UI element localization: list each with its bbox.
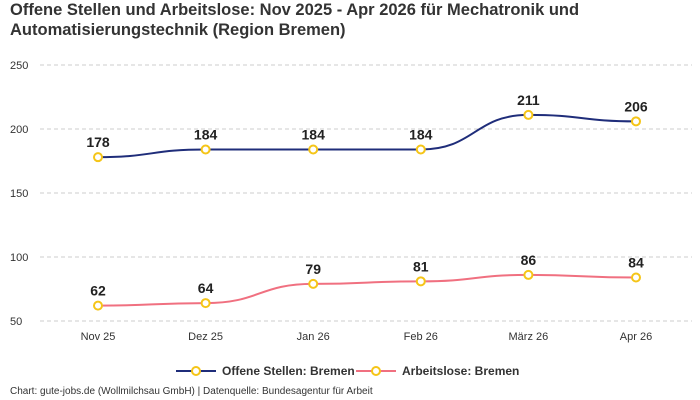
series-1-data-label-1: 64 <box>198 280 214 296</box>
chart-title-line-1: Offene Stellen und Arbeitslose: Nov 2025… <box>10 1 580 19</box>
series-1-point-3 <box>415 276 426 287</box>
series-1-point-1 <box>200 298 211 309</box>
y-tick-label-100: 100 <box>10 252 28 264</box>
x-tick-label-3: Feb 26 <box>404 331 438 343</box>
x-tick-label-4: März 26 <box>509 331 549 343</box>
chart-title: Offene Stellen und Arbeitslose: Nov 2025… <box>10 0 690 40</box>
legend-label-0: Offene Stellen: Bremen <box>222 364 355 378</box>
series-1-point-0 <box>93 300 103 311</box>
series-0-data-label-5: 206 <box>624 98 648 114</box>
series-1-data-label-4: 86 <box>521 252 537 268</box>
series-line-1 <box>97 273 637 307</box>
chart-title-line-2: Automatisierungstechnik (Region Bremen) <box>10 21 346 39</box>
y-tick-label-150: 150 <box>10 188 28 200</box>
y-tick-label-50: 50 <box>10 316 22 328</box>
series-0-point-2 <box>308 144 319 155</box>
x-tick-label-1: Dez 25 <box>188 331 223 343</box>
series-0-point-3 <box>415 144 426 155</box>
y-tick-label-250: 250 <box>10 60 28 72</box>
series-0-data-label-4: 211 <box>517 92 540 108</box>
legend-marker-1 <box>371 366 381 376</box>
series-line-0 <box>97 113 637 159</box>
chart-source: Chart: gute-jobs.de (Wollmilchsau GmbH) … <box>10 386 373 397</box>
series-1-point-5 <box>631 272 641 283</box>
legend-label-1: Arbeitslose: Bremen <box>402 364 519 378</box>
x-tick-label-5: Apr 26 <box>620 331 652 343</box>
series-0-point-4 <box>523 109 534 120</box>
series-0-point-5 <box>631 116 641 127</box>
series-0-data-label-3: 184 <box>409 126 433 142</box>
series-0-data-label-0: 178 <box>86 134 110 150</box>
x-tick-label-2: Jan 26 <box>297 331 330 343</box>
y-tick-label-200: 200 <box>10 124 28 136</box>
series-1-point-2 <box>308 278 319 289</box>
series-1-data-label-5: 84 <box>628 254 644 270</box>
legend-marker-0 <box>191 366 201 376</box>
series-1-data-label-3: 81 <box>413 258 429 274</box>
series-1-point-4 <box>523 269 534 280</box>
series-0-data-label-2: 184 <box>302 126 326 142</box>
series-0-point-0 <box>93 152 103 163</box>
series-1-data-label-2: 79 <box>305 261 321 277</box>
series-0-point-1 <box>200 144 211 155</box>
series-1-data-label-0: 62 <box>90 283 106 299</box>
series-0-data-label-1: 184 <box>194 126 218 142</box>
x-tick-label-0: Nov 25 <box>81 331 116 343</box>
